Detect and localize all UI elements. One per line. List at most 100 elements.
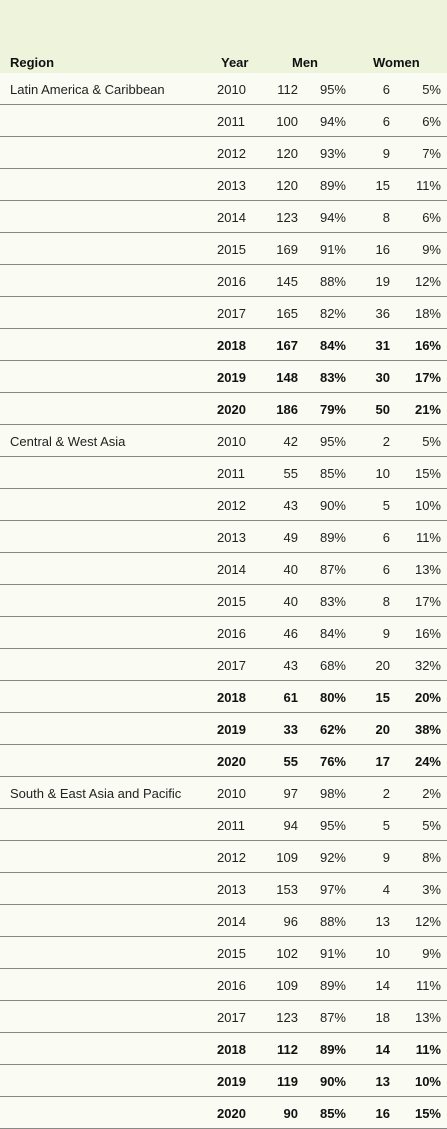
header-year: Year: [221, 55, 249, 70]
men-count-cell: 42: [283, 434, 298, 449]
row-divider: [0, 648, 447, 649]
men-percent-cell: 97%: [319, 882, 346, 897]
table-row: 2015 40 83% 8 17%: [0, 585, 447, 617]
table-row: 2014 40 87% 6 13%: [0, 553, 447, 585]
women-count-cell: 15: [375, 690, 390, 705]
women-percent-cell: 11%: [415, 978, 441, 993]
women-percent-cell: 3%: [422, 882, 441, 897]
table-row: 2016 46 84% 9 16%: [0, 617, 447, 649]
men-count-cell: 102: [276, 946, 298, 961]
row-divider: [0, 1000, 447, 1001]
year-cell: 2015: [217, 594, 246, 609]
women-count-cell: 10: [375, 466, 390, 481]
women-percent-cell: 9%: [422, 242, 441, 257]
women-percent-cell: 13%: [414, 1010, 441, 1025]
region-name: Latin America & Caribbean: [10, 82, 165, 97]
table-row: 2019 33 62% 20 38%: [0, 713, 447, 745]
table-body: Latin America & Caribbean 2010 112 95% 6 5% 20…: [0, 73, 447, 1129]
men-percent-cell: 87%: [319, 1010, 346, 1025]
year-cell: 2011: [217, 466, 245, 481]
region-name: South & East Asia and Pacific: [10, 786, 182, 801]
men-count-cell: 112: [277, 1042, 298, 1057]
men-percent-cell: 88%: [319, 914, 346, 929]
women-count-cell: 13: [375, 914, 390, 929]
table-row: 2017 165 82% 36 18%: [0, 297, 447, 329]
row-divider: [0, 616, 447, 617]
women-percent-cell: 5%: [422, 818, 441, 833]
row-divider: [0, 200, 447, 201]
men-count-cell: 49: [283, 530, 298, 545]
row-divider: [0, 904, 447, 905]
year-cell: 2013: [217, 530, 246, 545]
men-count-cell: 61: [283, 690, 298, 705]
row-divider: [0, 520, 447, 521]
row-divider: [0, 936, 447, 937]
men-percent-cell: 83%: [319, 370, 346, 385]
men-count-cell: 145: [276, 274, 298, 289]
men-percent-cell: 80%: [319, 690, 346, 705]
men-count-cell: 46: [283, 626, 298, 641]
women-percent-cell: 16%: [414, 626, 441, 641]
row-divider: [0, 712, 447, 713]
women-count-cell: 10: [375, 946, 390, 961]
women-percent-cell: 6%: [422, 114, 441, 129]
men-percent-cell: 68%: [319, 658, 346, 673]
women-count-cell: 2: [382, 434, 390, 449]
year-cell: 2017: [217, 658, 246, 673]
row-divider: [0, 168, 447, 169]
table-row: Central & West Asia 2010 42 95% 2 5%: [0, 425, 447, 457]
row-divider: [0, 680, 447, 681]
row-divider: [0, 776, 447, 777]
women-percent-cell: 5%: [422, 82, 441, 97]
row-divider: [0, 1032, 447, 1033]
women-percent-cell: 10%: [414, 1074, 441, 1089]
row-divider: [0, 744, 447, 745]
men-count-cell: 186: [276, 402, 298, 417]
table-row: 2018 61 80% 15 20%: [0, 681, 447, 713]
men-percent-cell: 89%: [319, 178, 346, 193]
women-count-cell: 9: [382, 626, 390, 641]
year-cell: 2011: [217, 818, 245, 833]
women-percent-cell: 12%: [414, 914, 441, 929]
table-row: 2014 123 94% 8 6%: [0, 201, 447, 233]
table-row: 2012 109 92% 9 8%: [0, 841, 447, 873]
women-count-cell: 30: [375, 370, 390, 385]
row-divider: [0, 456, 447, 457]
row-divider: [0, 1064, 447, 1065]
women-percent-cell: 12%: [414, 274, 441, 289]
women-count-cell: 13: [375, 1074, 390, 1089]
men-percent-cell: 94%: [319, 114, 346, 129]
table-row: 2014 96 88% 13 12%: [0, 905, 447, 937]
women-percent-cell: 9%: [422, 946, 441, 961]
women-percent-cell: 20%: [414, 690, 441, 705]
men-count-cell: 40: [283, 562, 298, 577]
women-percent-cell: 17%: [414, 370, 441, 385]
men-count-cell: 43: [283, 658, 298, 673]
table-row: 2013 153 97% 4 3%: [0, 873, 447, 905]
men-percent-cell: 95%: [319, 818, 346, 833]
men-count-cell: 120: [276, 146, 298, 161]
men-percent-cell: 90%: [319, 1074, 346, 1089]
row-divider: [0, 360, 447, 361]
women-count-cell: 31: [375, 338, 390, 353]
men-count-cell: 165: [276, 306, 298, 321]
men-percent-cell: 91%: [319, 946, 346, 961]
women-count-cell: 18: [375, 1010, 390, 1025]
men-percent-cell: 88%: [319, 274, 346, 289]
women-count-cell: 50: [375, 402, 390, 417]
table-row: 2018 112 89% 14 11%: [0, 1033, 447, 1065]
women-percent-cell: 10%: [414, 498, 441, 513]
women-count-cell: 36: [375, 306, 390, 321]
year-cell: 2014: [217, 914, 246, 929]
year-cell: 2010: [217, 434, 246, 449]
women-percent-cell: 18%: [414, 306, 441, 321]
women-count-cell: 8: [382, 594, 390, 609]
year-cell: 2016: [217, 626, 246, 641]
women-percent-cell: 13%: [414, 562, 441, 577]
men-percent-cell: 91%: [319, 242, 346, 257]
header-men: Men: [292, 55, 318, 70]
men-percent-cell: 82%: [319, 306, 346, 321]
year-cell: 2017: [217, 1010, 246, 1025]
men-percent-cell: 94%: [319, 210, 346, 225]
table-row: South & East Asia and Pacific 2010 97 98% 2 2…: [0, 777, 447, 809]
